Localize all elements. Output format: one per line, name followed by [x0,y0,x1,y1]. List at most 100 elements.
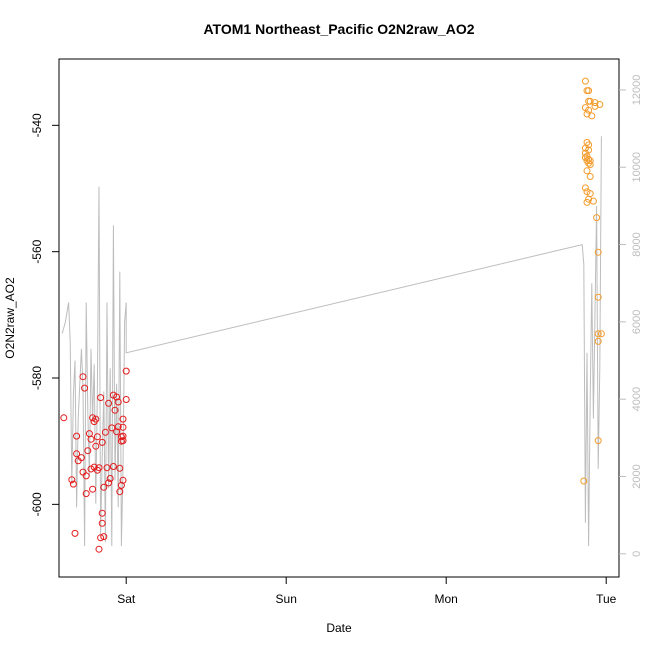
y-tick-label: -600 [30,492,44,516]
data-point-s1-16 [87,435,95,443]
data-point-s2-23 [586,97,594,105]
data-point-s1-5 [73,432,81,440]
data-point-s1-22 [92,415,100,423]
data-point-s2-25 [586,161,594,168]
data-point-s1-45 [114,398,122,406]
series-line [61,136,602,547]
y-tick-label: -580 [30,366,44,390]
data-point-s1-42 [111,406,119,414]
data-point-s2-17 [585,106,593,114]
data-point-s1-7 [77,454,85,462]
data-point-s1-48 [116,464,124,472]
x-tick-label-tue: Tue [596,592,617,606]
data-point-s1-32 [100,533,108,541]
y2-tick-label: 10000 [631,152,643,183]
data-point-s1-58 [122,396,130,403]
data-point-s1-31 [98,509,106,517]
data-point-s1-41 [109,463,117,470]
y2-tick-label: 2000 [631,464,643,488]
data-point-s2-24 [586,157,594,165]
data-point-s2-34 [594,330,602,338]
data-point-s2-31 [593,214,601,222]
data-point-s1-21 [92,442,100,450]
data-point-s1-1 [68,476,76,484]
data-point-s2-28 [588,112,596,120]
y2-tick-label: 8000 [631,232,643,256]
data-point-s1-2 [69,480,77,488]
data-point-s2-18 [585,141,593,149]
data-point-s1-18 [89,485,97,493]
y2-axis: 0 2000 4000 6000 8000 10000 12000 [619,75,643,557]
data-point-s2-36 [594,437,602,445]
data-point-s2-8 [583,110,591,118]
data-point-s2-0 [580,477,588,485]
data-point-s1-29 [98,438,106,446]
data-point-s1-35 [103,464,111,472]
data-point-s1-28 [97,534,105,542]
series-layer [60,77,605,553]
chart-title: ATOM1 Northeast_Pacific O2N2raw_AO2 [203,21,474,37]
x-tick-label-sun: Sun [276,592,297,606]
data-point-s1-52 [119,432,127,440]
data-point-s2-37 [596,101,604,108]
data-point-s1-9 [79,373,87,381]
data-point-s1-10 [81,384,89,392]
data-point-s1-47 [116,488,124,496]
x-axis: Sat Sun Mon Tue [117,577,617,606]
data-point-s2-38 [597,330,605,338]
data-point-s1-0 [60,414,68,422]
data-point-s1-44 [113,428,121,436]
y-axis-label: O2N2raw_AO2 [3,277,17,359]
data-point-s1-38 [106,475,114,482]
data-point-s1-4 [73,450,81,458]
x-tick-label-sat: Sat [117,592,136,606]
data-point-s1-25 [95,464,103,472]
y2-tick-label: 4000 [631,387,643,411]
data-point-s1-36 [105,479,113,487]
data-point-s2-6 [581,184,589,192]
data-point-s1-39 [108,424,116,432]
data-point-s1-46 [114,423,122,431]
data-point-s1-13 [84,447,92,455]
y2-tick-label: 12000 [631,75,643,106]
data-point-s1-26 [95,545,103,553]
data-point-s1-43 [113,393,121,401]
data-point-s1-34 [101,428,109,436]
y2-tick-label: 0 [631,551,643,557]
data-point-s1-12 [82,490,90,498]
data-point-s1-23 [93,433,101,441]
data-point-s1-55 [119,476,127,484]
data-point-s1-54 [119,423,127,431]
data-point-s2-33 [594,293,602,301]
line-layer [61,136,602,547]
data-point-s2-39 [591,99,599,107]
data-point-s2-26 [586,173,594,180]
data-point-s2-27 [586,190,594,198]
data-point-s1-37 [105,399,113,407]
y-axis: -600 -580 -560 -540 [30,113,59,516]
y2-tick-label: 6000 [631,310,643,334]
data-point-s1-33 [100,483,108,491]
data-point-s1-14 [85,430,93,438]
data-point-s2-35 [594,337,602,345]
data-point-s1-56 [119,437,127,445]
x-axis-label: Date [326,621,352,635]
y-tick-label: -560 [30,239,44,263]
data-point-s1-3 [71,529,79,537]
data-point-s2-12 [583,167,591,175]
data-point-s2-29 [589,197,597,205]
data-point-s2-19 [585,146,593,154]
x-tick-label-mon: Mon [435,592,458,606]
data-point-s1-11 [82,472,90,480]
data-point-s1-30 [98,519,106,527]
data-point-s1-27 [97,394,105,402]
y-tick-label: -540 [30,113,44,137]
data-point-s2-32 [594,248,602,256]
data-point-s2-15 [585,87,593,95]
data-point-s1-57 [122,367,130,375]
data-point-s1-17 [89,414,97,422]
data-point-s2-30 [591,102,599,110]
data-point-s2-1 [581,77,589,85]
plot-frame [58,58,620,578]
